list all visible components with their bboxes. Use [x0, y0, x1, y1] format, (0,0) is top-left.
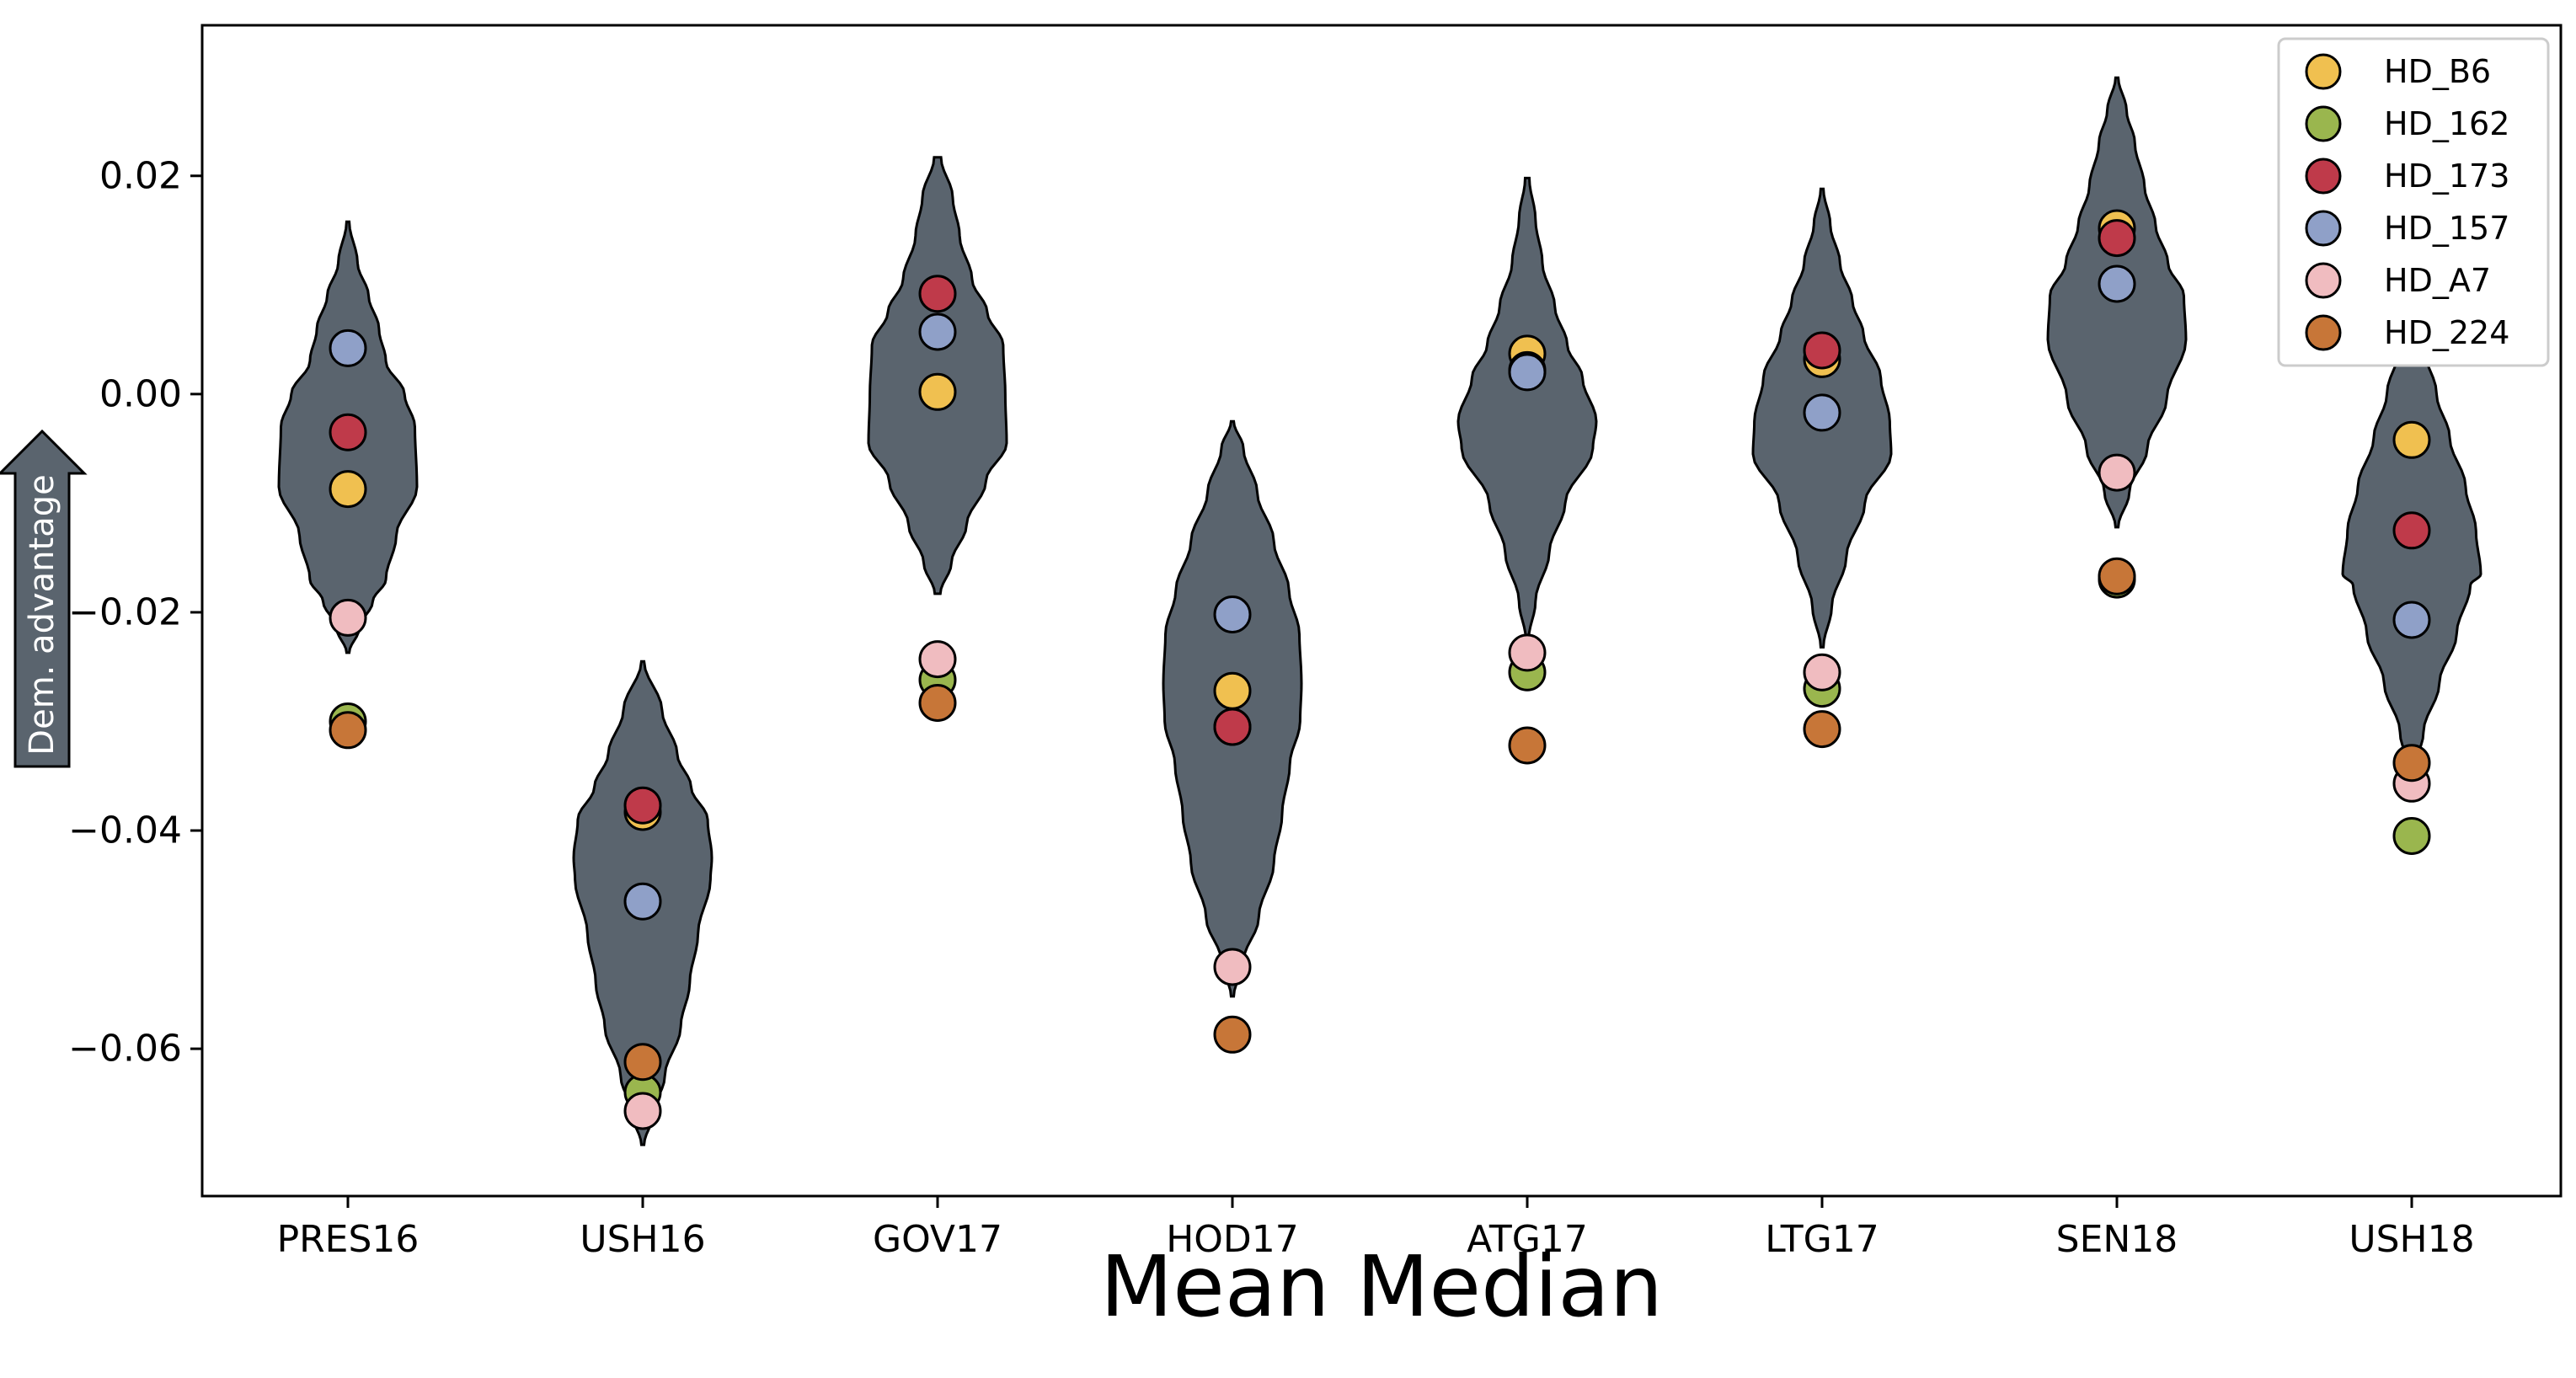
legend-marker [2305, 105, 2342, 142]
legend-label: HD_A7 [2384, 262, 2491, 299]
legend-marker [2305, 210, 2342, 247]
legend-marker [2305, 158, 2342, 195]
point-hd-157-pres16 [329, 328, 367, 367]
x-tick-label: LTG17 [1765, 1218, 1879, 1261]
point-hd-157-gov17 [918, 312, 957, 351]
y-axis-label: Dem. advantage [23, 474, 61, 755]
point-hd-a7-ush16 [623, 1092, 662, 1130]
point-hd-a7-hod17 [1213, 948, 1252, 986]
point-hd-224-ush18 [2392, 744, 2431, 782]
x-tick-label: GOV17 [873, 1218, 1002, 1261]
arrow-shape [0, 429, 88, 768]
x-tick-label: ATG17 [1467, 1218, 1588, 1261]
point-hd-224-ltg17 [1803, 710, 1841, 749]
point-hd-224-ush16 [623, 1043, 662, 1082]
x-tick-label: USH18 [2349, 1218, 2474, 1261]
legend-marker [2305, 314, 2342, 351]
x-axis: PRES16 USH16 GOV17 HOD17 ATG17 LTG17 SEN18 USH1… [277, 1196, 2475, 1261]
y-tick-label: −0.06 [68, 1028, 182, 1071]
point-hd-a7-sen18 [2098, 453, 2136, 492]
y-tick-label: −0.04 [68, 809, 182, 852]
point-hd-224-pres16 [329, 711, 367, 750]
legend-label: HD_B6 [2384, 53, 2491, 90]
legend-label: HD_162 [2384, 105, 2509, 142]
point-hd-224-sen18 [2098, 557, 2136, 596]
legend-marker [2305, 53, 2342, 90]
point-hd-a7-gov17 [918, 640, 957, 679]
point-hd-162-ush18 [2392, 817, 2431, 855]
y-tick-label: 0.02 [99, 154, 182, 197]
point-hd-173-hod17 [1213, 708, 1252, 746]
plot-frame [200, 24, 2563, 1198]
y-axis: 0.02 0.00 −0.02 −0.04 −0.06 [68, 154, 202, 1071]
point-hd-173-sen18 [2098, 219, 2136, 258]
point-hd-b6-hod17 [1213, 671, 1252, 710]
point-hd-173-ltg17 [1803, 331, 1841, 370]
y-axis-label-arrow: Dem. advantage [0, 429, 88, 768]
legend-label: HD_157 [2384, 210, 2509, 247]
point-hd-a7-pres16 [329, 598, 367, 637]
point-hd-224-gov17 [918, 684, 957, 722]
x-tick-label: HOD17 [1166, 1218, 1299, 1261]
point-hd-a7-ltg17 [1803, 653, 1841, 692]
y-tick-label: 0.00 [99, 372, 182, 415]
chart-title: Mean Median [1100, 1237, 1663, 1336]
x-tick-label: PRES16 [277, 1218, 420, 1261]
data-points [329, 209, 2431, 1130]
point-hd-a7-atg17 [1508, 633, 1547, 672]
point-hd-b6-ush18 [2392, 420, 2431, 459]
legend-frame [2277, 37, 2550, 367]
point-hd-157-ltg17 [1803, 393, 1841, 432]
point-hd-157-atg17 [1508, 353, 1547, 392]
point-hd-224-atg17 [1508, 726, 1547, 765]
point-hd-b6-pres16 [329, 470, 367, 509]
point-hd-173-ush18 [2392, 511, 2431, 550]
legend-label: HD_173 [2384, 158, 2509, 195]
violin-atg17 [1456, 176, 1598, 641]
point-hd-173-pres16 [329, 413, 367, 451]
legend-label: HD_224 [2384, 314, 2509, 351]
legend: HD_B6 HD_162 HD_173 HD_157 HD_A7 HD_224 [2277, 37, 2550, 367]
point-hd-157-ush16 [623, 882, 662, 921]
violins [277, 76, 2482, 1146]
point-hd-157-hod17 [1213, 596, 1252, 633]
x-tick-label: USH16 [580, 1218, 705, 1261]
point-hd-173-ush16 [623, 786, 662, 825]
point-hd-b6-gov17 [918, 372, 957, 411]
point-hd-173-gov17 [918, 275, 957, 313]
y-tick-label: −0.02 [68, 590, 182, 633]
point-hd-224-hod17 [1213, 1015, 1252, 1054]
legend-marker [2305, 262, 2342, 299]
point-hd-157-sen18 [2098, 264, 2136, 303]
point-hd-157-ush18 [2392, 601, 2431, 639]
x-tick-label: SEN18 [2056, 1218, 2178, 1261]
